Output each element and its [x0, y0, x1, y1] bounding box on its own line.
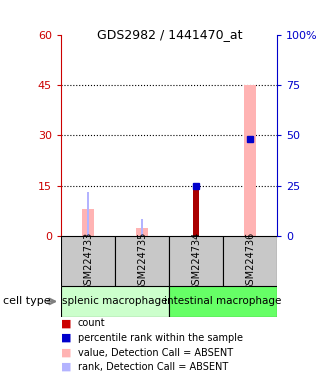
- Text: rank, Detection Call = ABSENT: rank, Detection Call = ABSENT: [78, 362, 228, 372]
- Bar: [87, 192, 89, 236]
- Text: GSM224733: GSM224733: [83, 232, 93, 291]
- Text: percentile rank within the sample: percentile rank within the sample: [78, 333, 243, 343]
- Text: ■: ■: [61, 348, 72, 358]
- Text: ■: ■: [61, 333, 72, 343]
- Bar: [223, 236, 277, 286]
- Text: ■: ■: [61, 318, 72, 328]
- Text: count: count: [78, 318, 105, 328]
- Bar: [115, 236, 169, 286]
- Text: GDS2982 / 1441470_at: GDS2982 / 1441470_at: [97, 28, 243, 41]
- Bar: [61, 236, 115, 286]
- Bar: [244, 85, 256, 236]
- Text: cell type: cell type: [3, 296, 51, 306]
- Text: GSM224736: GSM224736: [245, 232, 255, 291]
- Bar: [61, 286, 169, 317]
- Bar: [136, 228, 148, 236]
- Bar: [82, 209, 94, 236]
- Bar: [169, 236, 223, 286]
- Bar: [169, 286, 277, 317]
- Bar: [193, 189, 199, 236]
- Text: GSM224734: GSM224734: [191, 232, 201, 291]
- Text: splenic macrophage: splenic macrophage: [62, 296, 168, 306]
- Text: intestinal macrophage: intestinal macrophage: [164, 296, 282, 306]
- Bar: [141, 219, 144, 236]
- Text: GSM224735: GSM224735: [137, 232, 147, 291]
- Text: value, Detection Call = ABSENT: value, Detection Call = ABSENT: [78, 348, 233, 358]
- Text: ■: ■: [61, 362, 72, 372]
